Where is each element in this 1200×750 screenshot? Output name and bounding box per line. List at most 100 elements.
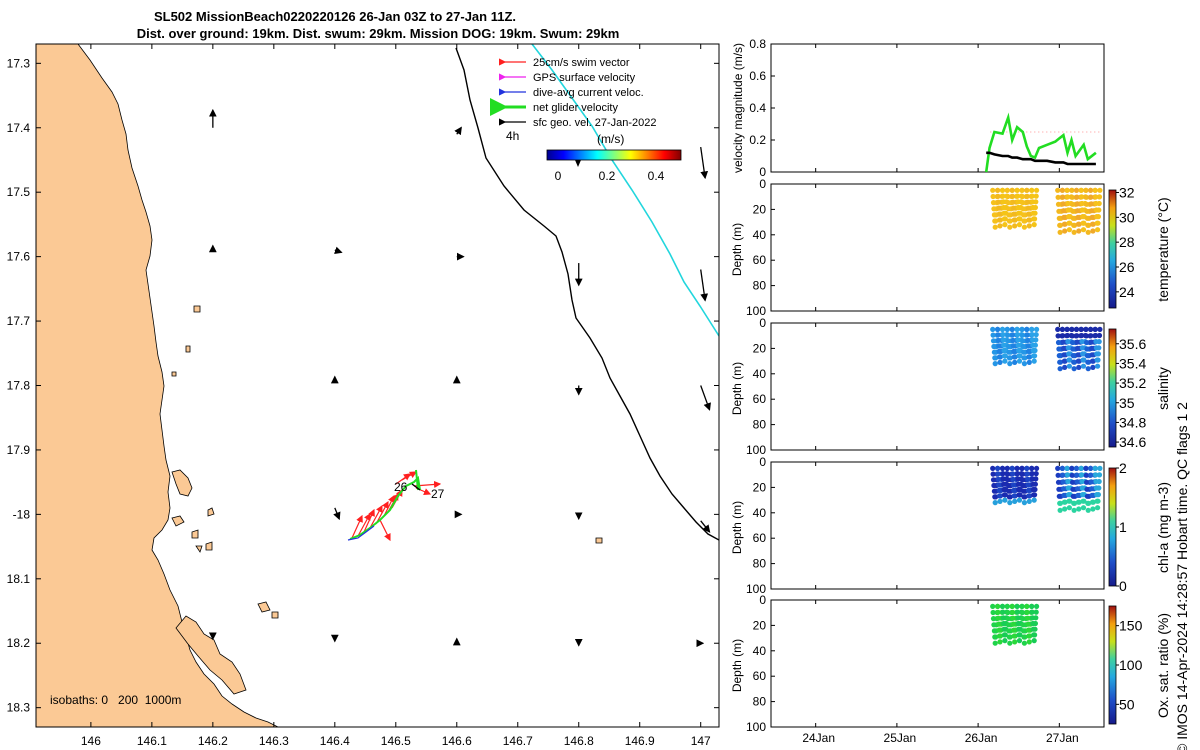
profile-sample — [1024, 465, 1030, 471]
profile-sample — [1062, 221, 1068, 227]
profile-sample — [1057, 500, 1063, 506]
colorbar-pointer — [575, 160, 581, 167]
profile-sample — [992, 361, 998, 367]
profile-sample — [1022, 494, 1028, 500]
profile-sample — [1017, 632, 1023, 638]
profile-sample — [1064, 187, 1070, 193]
profile-sample — [997, 354, 1004, 360]
profile-sample — [1033, 332, 1039, 338]
temperature-colorbar-tick-label: 30 — [1119, 209, 1135, 225]
profile-sample — [1074, 333, 1080, 339]
profile-sample — [1078, 187, 1084, 193]
profile-sample — [1014, 332, 1021, 338]
profile-sample — [1081, 357, 1087, 363]
profile-sample — [1002, 216, 1008, 222]
profile-sample — [999, 465, 1006, 471]
profile-sample — [1026, 639, 1032, 645]
profile-sample — [1029, 465, 1035, 471]
colorbar-unit: (m/s) — [597, 132, 624, 146]
profile-sample — [1097, 326, 1103, 332]
map-x-tick-label: 146 — [81, 734, 101, 748]
profile-sample — [992, 640, 998, 646]
profile-sample — [1057, 222, 1063, 228]
profile-sample — [1096, 332, 1103, 339]
profile-sample — [1032, 210, 1038, 216]
map-x-tick-label: 146.2 — [198, 734, 228, 748]
profile-sample — [1002, 358, 1008, 364]
profile-sample — [995, 193, 1001, 199]
legend-duration: 4h — [506, 129, 519, 143]
profile-sample — [992, 224, 998, 230]
profile-sample — [1057, 366, 1063, 372]
profile-sample — [1029, 603, 1035, 610]
profile-sample — [1029, 193, 1035, 199]
depth-tick-label: 40 — [753, 644, 767, 658]
salinity-colorbar — [1108, 328, 1117, 448]
colorbar-tick-1: 0.2 — [599, 169, 616, 183]
oxygen-colorbar-label: Ox. sat. ratio (%) — [1155, 613, 1171, 718]
depth-tick-label: 0 — [759, 593, 766, 607]
profile-sample — [1002, 497, 1008, 503]
time-tick-label: 27Jan — [1046, 731, 1079, 745]
profile-sample — [1002, 632, 1008, 638]
profile-sample — [1034, 326, 1040, 332]
profile-sample — [1059, 326, 1065, 332]
temperature-depth-label: Depth (m) — [730, 223, 744, 276]
profile-sample — [1022, 355, 1028, 361]
velocity-y-tick-label: 0.2 — [749, 133, 766, 147]
map-y-tick-label: 18.1 — [7, 572, 31, 586]
profile-sample — [997, 639, 1003, 645]
time-tick-label: 26Jan — [965, 731, 998, 745]
profile-sample — [1000, 471, 1006, 477]
profile-sample — [1088, 333, 1094, 339]
profile-sample — [1060, 194, 1066, 200]
isobaths-label: isobaths: 0 200 1000m — [50, 693, 181, 707]
profile-sample — [1010, 193, 1016, 199]
oxygen-colorbar-tick-label: 50 — [1119, 696, 1135, 712]
profile-sample — [1027, 354, 1033, 360]
profile-sample — [1088, 326, 1094, 332]
profile-sample — [1032, 481, 1038, 487]
profile-sample — [1095, 505, 1101, 511]
profile-sample — [1024, 609, 1030, 615]
profile-sample — [999, 326, 1006, 332]
glider-current-track — [347, 525, 375, 541]
geo-velocity-arrow — [700, 520, 711, 533]
temperature-colorbar-tick-label: 26 — [1119, 259, 1135, 275]
map-y-tick-label: 17.4 — [7, 121, 31, 135]
profile-sample — [1029, 187, 1035, 193]
profile-sample — [1055, 333, 1061, 339]
time-tick-label: 25Jan — [884, 731, 917, 745]
depth-tick-label: 60 — [753, 669, 767, 683]
profile-sample — [1032, 342, 1038, 348]
chla-depth-label: Depth (m) — [730, 501, 744, 554]
chla-colorbar — [1108, 467, 1117, 587]
salinity-depth-label: Depth (m) — [730, 362, 744, 415]
profile-sample — [1012, 354, 1018, 360]
profile-sample — [1086, 500, 1092, 506]
island-6 — [195, 545, 203, 553]
profile-sample — [1081, 498, 1087, 504]
salinity-colorbar-tick-label: 34.8 — [1119, 414, 1146, 430]
profile-sample — [1067, 220, 1073, 226]
profile-sample — [1012, 633, 1018, 639]
profile-sample — [1066, 505, 1072, 511]
profile-sample — [1085, 366, 1091, 372]
profile-sample — [1062, 364, 1068, 370]
temperature-colorbar-tick-label: 24 — [1119, 284, 1135, 300]
profile-sample — [1088, 465, 1094, 471]
profile-sample — [1055, 472, 1061, 478]
map-y-tick-label: 17.6 — [7, 250, 31, 264]
profile-sample — [1090, 364, 1096, 370]
profile-sample — [1076, 358, 1082, 364]
profile-sample — [1069, 194, 1075, 200]
profile-sample — [1014, 326, 1020, 332]
profile-sample — [1004, 187, 1010, 193]
profile-sample — [1027, 493, 1033, 499]
profile-sample — [1096, 207, 1102, 213]
map-y-tick-label: 17.9 — [7, 443, 31, 457]
depth-tick-label: 80 — [753, 418, 767, 432]
profile-sample — [1067, 498, 1073, 504]
profile-sample — [1031, 222, 1037, 228]
geo-velocity-arrows — [208, 108, 711, 648]
